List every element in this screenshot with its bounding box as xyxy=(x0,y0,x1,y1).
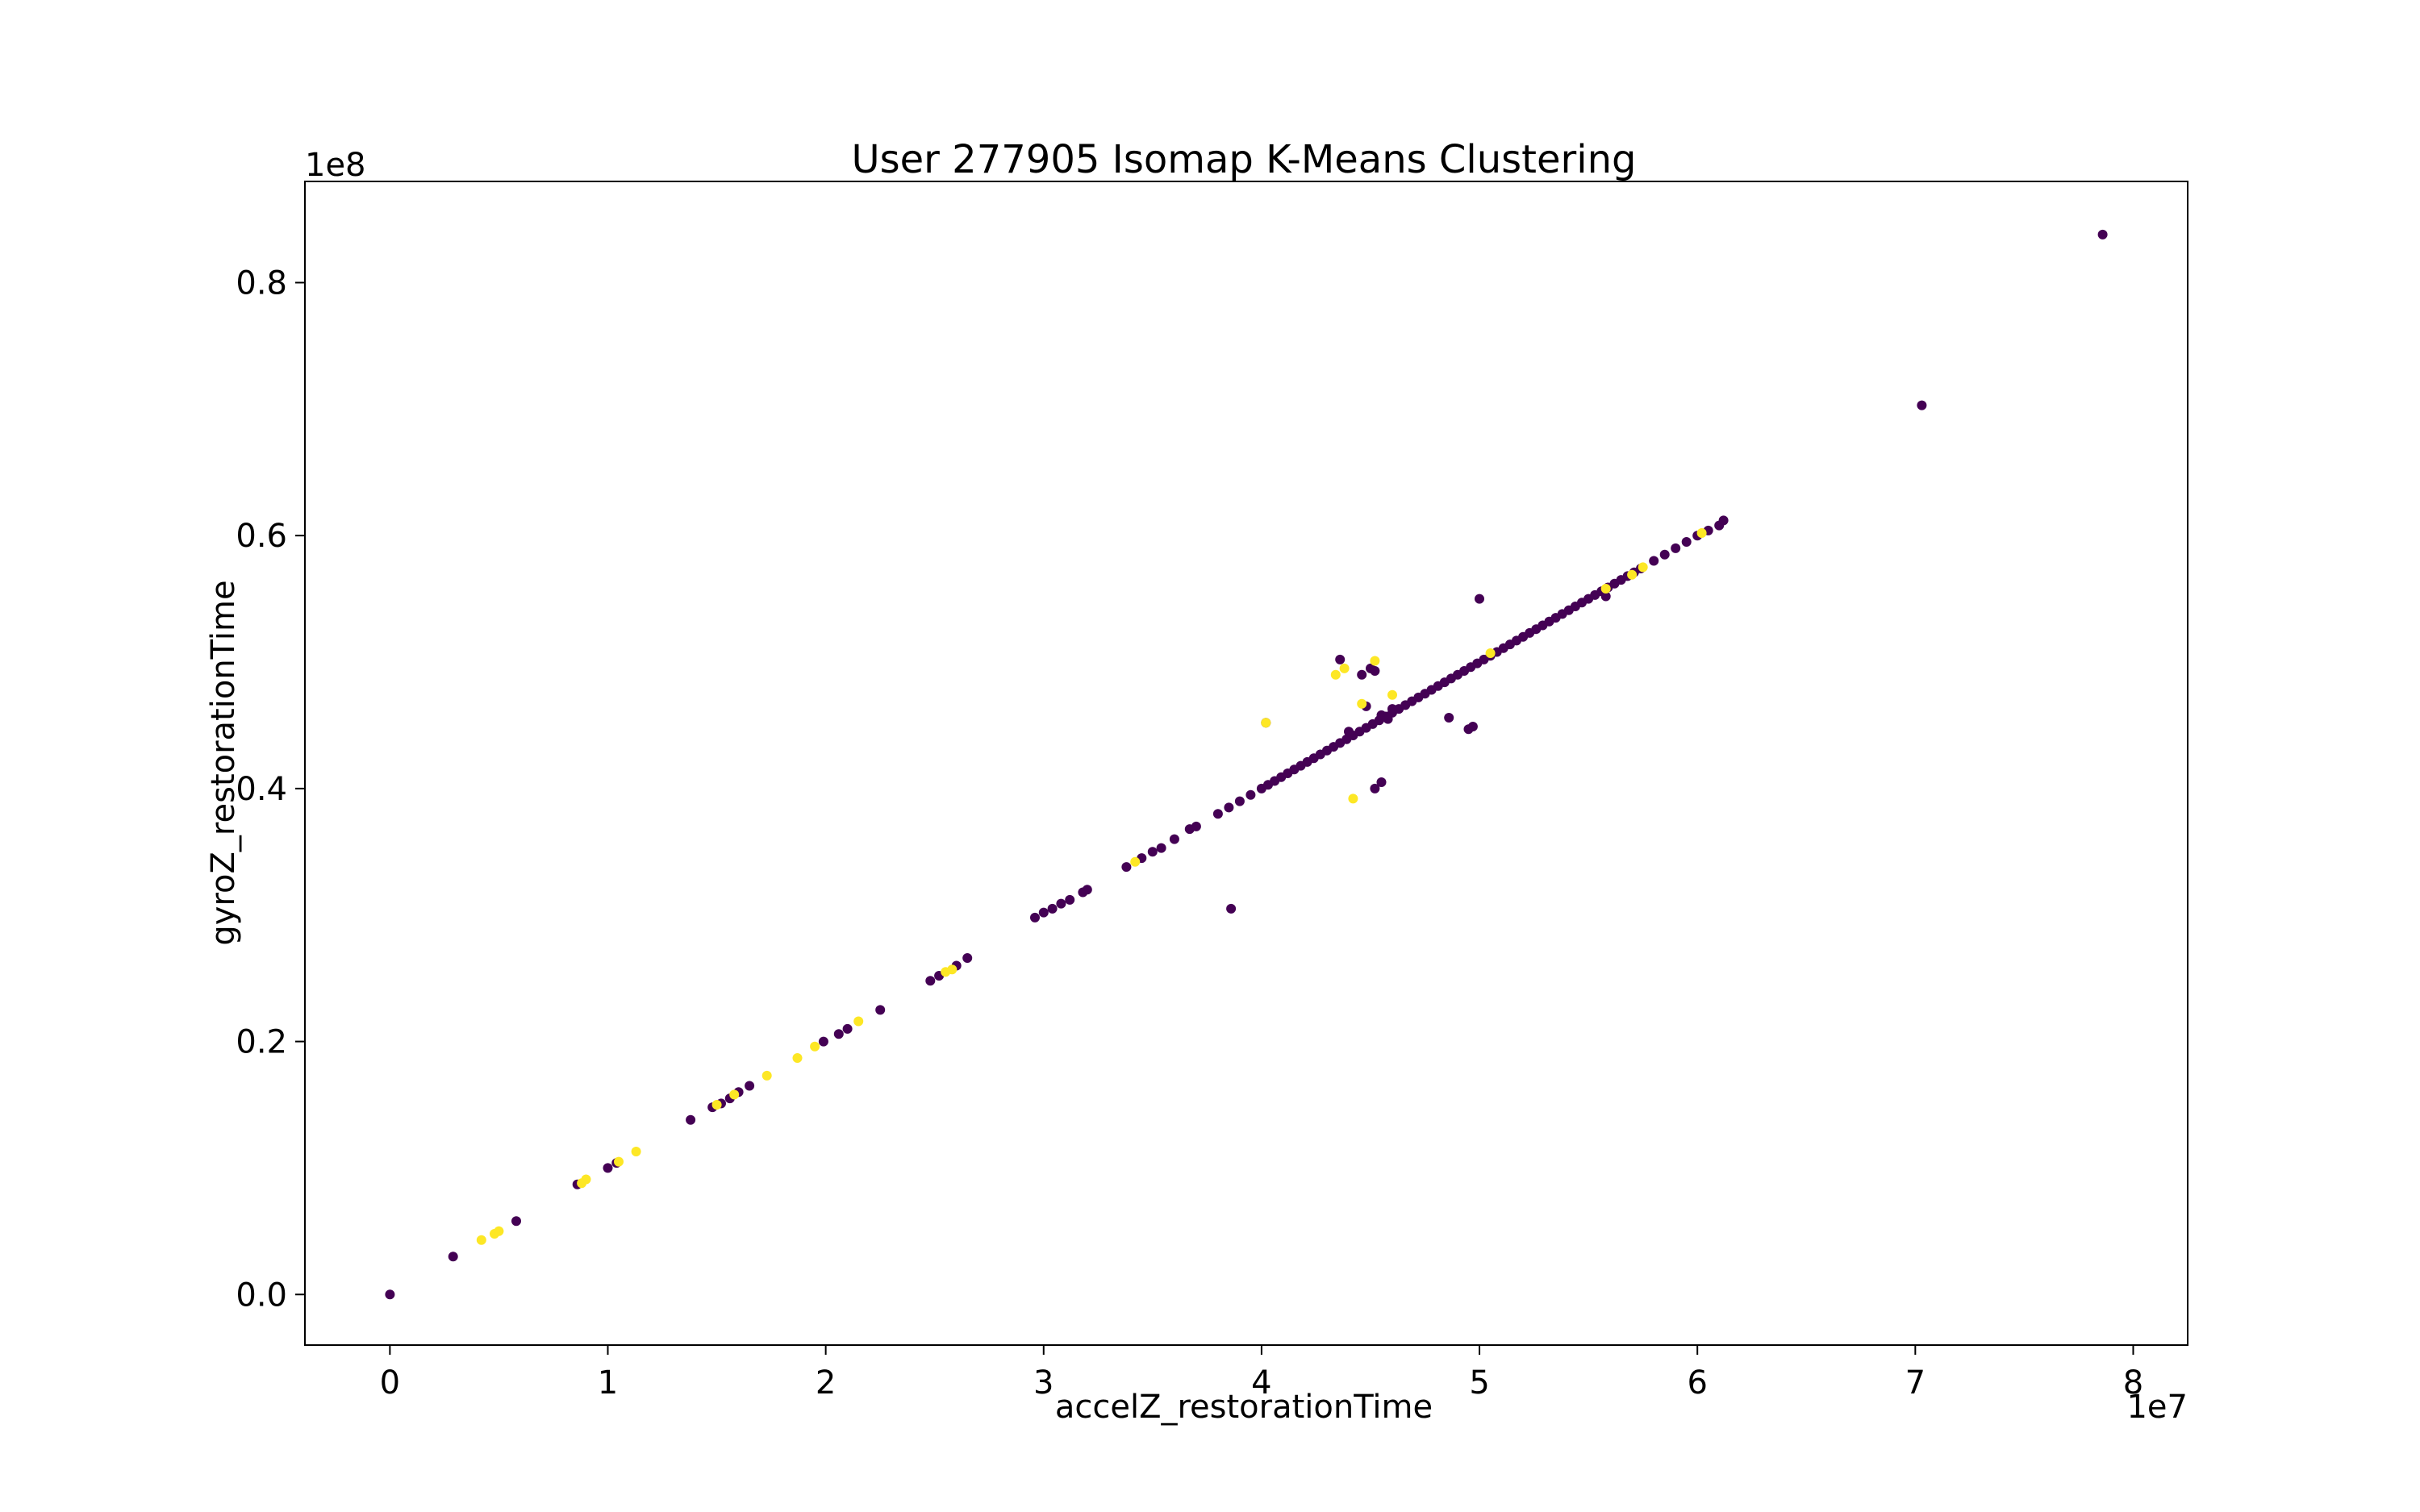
x-tick-label: 3 xyxy=(1033,1364,1054,1402)
scatter-point-0-98 xyxy=(1649,556,1659,566)
scatter-point-1-7 xyxy=(711,1100,722,1110)
y-tick-label: 0.8 xyxy=(236,264,287,302)
scatter-point-0-99 xyxy=(1659,549,1670,560)
scatter-point-0-29 xyxy=(1147,847,1158,857)
chart-title: User 277905 Isomap K-Means Clustering xyxy=(852,137,1637,182)
scatter-point-0-38 xyxy=(1226,903,1237,914)
scatter-point-1-10 xyxy=(792,1053,803,1063)
scatter-point-1-23 xyxy=(1485,648,1496,658)
x-offset-label: 1e7 xyxy=(2126,1389,2188,1426)
scatter-point-0-115 xyxy=(1376,777,1387,787)
scatter-point-0-111 xyxy=(1344,727,1354,737)
scatter-point-1-6 xyxy=(631,1147,641,1156)
scatter-point-0-35 xyxy=(1224,802,1234,813)
scatter-point-0-120 xyxy=(1387,704,1397,714)
scatter-point-0-110 xyxy=(1370,666,1380,676)
scatter-point-1-12 xyxy=(853,1016,864,1027)
scatter-point-1-8 xyxy=(729,1089,740,1100)
scatter-point-0-37 xyxy=(1245,789,1256,800)
scatter-point-0-113 xyxy=(1383,714,1393,724)
x-tick-label: 1 xyxy=(598,1364,618,1402)
scatter-point-1-26 xyxy=(1638,562,1648,573)
scatter-point-0-24 xyxy=(1065,894,1075,905)
scatter-point-0-100 xyxy=(1671,543,1681,553)
scatter-point-0-124 xyxy=(2097,229,2108,240)
scatter-point-1-24 xyxy=(1600,584,1611,594)
scatter-point-1-16 xyxy=(1261,718,1271,728)
scatter-point-0-30 xyxy=(1156,843,1166,853)
scatter-point-0-19 xyxy=(962,953,973,963)
y-tick-label: 0.0 xyxy=(236,1277,287,1314)
scatter-point-0-27 xyxy=(1121,862,1132,873)
y-tick-label: 0.2 xyxy=(236,1024,287,1061)
scatter-point-0-4 xyxy=(603,1163,613,1173)
scatter-point-0-14 xyxy=(842,1023,853,1034)
scatter-point-0-20 xyxy=(1030,912,1040,923)
scatter-point-1-27 xyxy=(1696,528,1707,538)
x-tick-label: 8 xyxy=(2123,1364,2143,1402)
y-axis: 0.0 0.2 0.4 0.6 0.8 xyxy=(236,264,305,1314)
y-tick-label: 0.4 xyxy=(236,771,287,808)
scatter-point-0-1 xyxy=(448,1252,458,1262)
x-tick-label: 0 xyxy=(380,1364,400,1402)
scatter-point-1-5 xyxy=(614,1156,624,1167)
scatter-point-0-33 xyxy=(1191,821,1201,831)
scatter-point-1-21 xyxy=(1348,793,1358,804)
scatter-point-1-18 xyxy=(1339,663,1350,673)
scatter-point-1-19 xyxy=(1357,698,1367,709)
scatter-point-1-9 xyxy=(761,1070,772,1081)
scatter-point-1-11 xyxy=(810,1041,820,1052)
scatter-point-0-107 xyxy=(1335,654,1346,664)
scatter-point-0-101 xyxy=(1681,537,1692,547)
scatter-point-1-4 xyxy=(581,1174,591,1185)
scatter-point-0-116 xyxy=(1444,713,1454,723)
scatter-point-0-6 xyxy=(686,1114,696,1125)
scatter-point-0-0 xyxy=(385,1289,395,1300)
scatter-point-0-26 xyxy=(1082,885,1092,895)
scatter-point-0-114 xyxy=(1370,783,1380,793)
scatter-point-0-108 xyxy=(1357,669,1367,680)
x-tick-label: 7 xyxy=(1905,1364,1926,1402)
scatter-point-0-122 xyxy=(1600,591,1611,602)
x-tick-label: 4 xyxy=(1251,1364,1271,1402)
scatter-point-0-23 xyxy=(1056,898,1066,909)
scatter-point-1-15 xyxy=(1130,856,1141,867)
scatter-point-0-118 xyxy=(1467,722,1478,731)
x-tick-label: 2 xyxy=(816,1364,836,1402)
scatter-point-0-15 xyxy=(875,1005,886,1015)
y-axis-label: gyroZ_restorationTime xyxy=(205,580,242,945)
scatter-point-0-21 xyxy=(1038,907,1049,918)
scatter-point-1-14 xyxy=(947,964,958,975)
scatter-point-1-0 xyxy=(476,1235,486,1245)
x-tick-label: 6 xyxy=(1687,1364,1707,1402)
y-tick-label: 0.6 xyxy=(236,518,287,555)
x-axis: 0 1 2 3 4 5 6 7 8 xyxy=(380,1345,2143,1402)
scatter-point-1-25 xyxy=(1627,569,1638,580)
scatter-point-0-16 xyxy=(925,976,936,986)
scatter-point-0-2 xyxy=(511,1216,521,1227)
x-tick-label: 5 xyxy=(1469,1364,1489,1402)
points-layer xyxy=(385,229,2108,1300)
scatter-point-0-11 xyxy=(745,1081,755,1091)
scatter-point-0-34 xyxy=(1212,809,1223,819)
scatter-point-0-105 xyxy=(1718,515,1729,526)
scatter-point-0-13 xyxy=(833,1029,844,1039)
scatter-point-1-22 xyxy=(1387,689,1397,700)
plot-frame xyxy=(304,181,2188,1346)
scatter-point-1-20 xyxy=(1370,656,1380,666)
scatter-point-1-17 xyxy=(1330,669,1341,680)
scatter-point-0-31 xyxy=(1169,834,1179,844)
scatter-point-0-12 xyxy=(818,1036,828,1047)
scatter-point-0-119 xyxy=(1475,594,1484,604)
scatter-point-0-123 xyxy=(1917,400,1927,410)
scatter-point-0-22 xyxy=(1047,903,1058,914)
y-offset-label: 1e8 xyxy=(305,147,366,184)
x-axis-label: accelZ_restorationTime xyxy=(1055,1389,1433,1426)
scatter-point-1-2 xyxy=(494,1226,504,1236)
scatter-point-0-36 xyxy=(1234,796,1245,806)
